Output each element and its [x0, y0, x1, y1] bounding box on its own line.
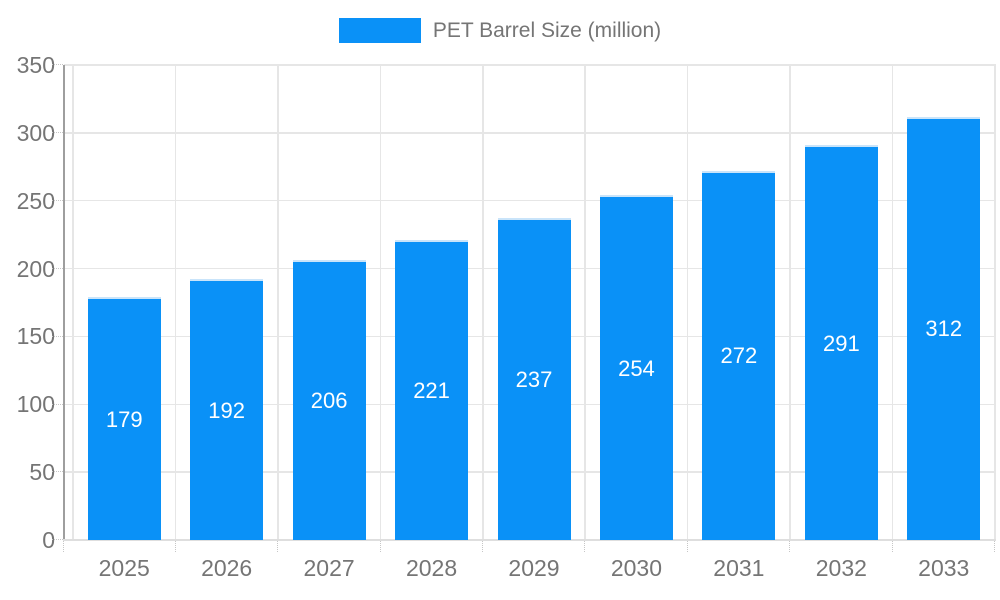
- gridline-vertical: [686, 65, 689, 540]
- legend-item[interactable]: PET Barrel Size (million): [0, 18, 1000, 43]
- gridline-horizontal: [64, 132, 996, 134]
- bar-2028[interactable]: 221: [395, 240, 469, 540]
- x-axis-label: 2029: [508, 555, 560, 581]
- y-axis-label: 100: [16, 391, 55, 418]
- legend-label: PET Barrel Size (million): [432, 19, 662, 42]
- y-axis-label: 50: [29, 459, 55, 486]
- y-axis-tick: [52, 132, 63, 134]
- bar-2032[interactable]: 291: [804, 145, 878, 540]
- x-axis-tick: [174, 541, 176, 552]
- bar-value-label: 291: [822, 330, 860, 356]
- gridline-vertical: [174, 65, 177, 540]
- x-axis-tick: [277, 541, 279, 552]
- gridline-vertical: [482, 65, 484, 540]
- x-axis-tick: [379, 541, 381, 552]
- y-axis-label: 350: [16, 52, 55, 78]
- bar-value-label: 221: [413, 378, 450, 404]
- x-axis-tick: [994, 541, 996, 552]
- bar-value-label: 237: [515, 367, 553, 393]
- bar-value-label: 272: [720, 343, 758, 369]
- bar-value-label: 206: [310, 388, 348, 414]
- y-axis-tick: [52, 471, 63, 473]
- x-axis-label: 2026: [201, 555, 253, 581]
- gridline-vertical: [994, 65, 996, 540]
- gridline-vertical: [379, 65, 382, 540]
- x-axis-tick: [482, 541, 484, 552]
- gridline-vertical: [277, 65, 279, 540]
- bar-2025[interactable]: 179: [87, 297, 161, 540]
- x-axis-label: 2025: [98, 555, 150, 581]
- x-axis-label: 2027: [303, 555, 355, 581]
- gridline-horizontal: [64, 64, 996, 66]
- y-axis-label: 300: [16, 119, 55, 146]
- gridline-horizontal: [64, 199, 996, 202]
- bar-2026[interactable]: 192: [190, 279, 264, 540]
- bar-value-label: 192: [208, 397, 246, 423]
- x-axis-line: [63, 539, 996, 541]
- bar-2030[interactable]: 254: [599, 195, 673, 540]
- y-axis-tick: [52, 267, 63, 269]
- gridline-vertical: [72, 65, 74, 540]
- x-axis-label: 2030: [610, 555, 663, 581]
- y-axis-tick: [52, 539, 63, 541]
- bar-value-label: 179: [105, 406, 143, 432]
- x-axis-tick: [584, 541, 586, 552]
- bar-2029[interactable]: 237: [497, 218, 571, 540]
- x-axis-label: 2032: [815, 555, 867, 581]
- y-axis-tick: [52, 403, 63, 405]
- x-axis-label: 2033: [918, 555, 970, 581]
- y-axis-tick: [52, 335, 63, 337]
- y-axis-tick: [52, 64, 63, 66]
- y-axis-label: 250: [16, 187, 55, 214]
- y-axis-label: 0: [42, 527, 55, 553]
- y-axis-label: 150: [16, 323, 55, 350]
- bar-value-label: 312: [925, 316, 963, 342]
- y-axis-tick: [52, 199, 63, 201]
- gridline-vertical: [891, 65, 894, 540]
- y-axis-line: [63, 65, 65, 541]
- bar-2031[interactable]: 272: [702, 170, 776, 540]
- x-axis-tick: [891, 541, 893, 552]
- x-axis-label: 2031: [713, 555, 765, 581]
- y-axis-label: 200: [16, 255, 55, 282]
- gridline-vertical: [789, 65, 791, 540]
- gridline-vertical: [584, 65, 586, 540]
- bar-2033[interactable]: 312: [907, 116, 981, 540]
- bar-value-label: 254: [618, 355, 655, 381]
- x-axis-tick: [63, 541, 65, 552]
- x-axis-label: 2028: [405, 555, 458, 581]
- x-axis-tick: [686, 541, 688, 552]
- legend-swatch: [338, 18, 421, 43]
- x-axis-tick: [789, 541, 791, 552]
- bar-2027[interactable]: 206: [292, 260, 366, 540]
